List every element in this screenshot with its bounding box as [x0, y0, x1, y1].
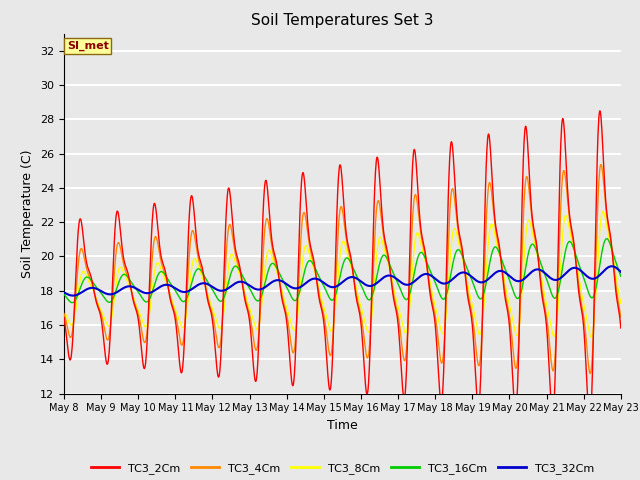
TC3_16Cm [603, 236, 611, 241]
TC3_8Cm [184, 300, 191, 305]
TC3_4Cm [429, 301, 436, 307]
TC3_32Cm [171, 285, 179, 291]
TC3_2Cm [184, 245, 191, 251]
Y-axis label: Soil Temperature (C): Soil Temperature (C) [22, 149, 35, 278]
Line: TC3_2Cm: TC3_2Cm [64, 111, 621, 420]
TC3_2Cm [60, 315, 68, 321]
TC3_2Cm [551, 388, 559, 394]
TC3_32Cm [502, 270, 509, 276]
TC3_4Cm [551, 359, 559, 365]
TC3_32Cm [60, 289, 68, 295]
Line: TC3_16Cm: TC3_16Cm [64, 239, 621, 303]
TC3_4Cm [170, 308, 178, 313]
TC3_2Cm [429, 305, 436, 311]
TC3_32Cm [617, 269, 625, 275]
Title: Soil Temperatures Set 3: Soil Temperatures Set 3 [251, 13, 434, 28]
TC3_16Cm [246, 287, 254, 293]
TC3_8Cm [617, 300, 625, 306]
TC3_32Cm [246, 283, 254, 289]
TC3_16Cm [617, 274, 625, 279]
TC3_2Cm [502, 297, 509, 303]
TC3_4Cm [246, 314, 254, 320]
X-axis label: Time: Time [327, 419, 358, 432]
TC3_16Cm [429, 275, 437, 280]
TC3_32Cm [608, 264, 616, 269]
TC3_8Cm [551, 333, 559, 339]
TC3_16Cm [502, 268, 509, 274]
TC3_4Cm [617, 314, 625, 320]
TC3_4Cm [184, 276, 191, 281]
TC3_2Cm [170, 311, 178, 317]
TC3_2Cm [246, 323, 254, 329]
TC3_8Cm [587, 334, 595, 340]
Legend: TC3_2Cm, TC3_4Cm, TC3_8Cm, TC3_16Cm, TC3_32Cm: TC3_2Cm, TC3_4Cm, TC3_8Cm, TC3_16Cm, TC3… [86, 458, 598, 478]
TC3_4Cm [60, 311, 68, 316]
TC3_8Cm [599, 208, 607, 214]
TC3_8Cm [60, 308, 68, 314]
TC3_32Cm [184, 288, 192, 294]
TC3_8Cm [429, 293, 436, 299]
Line: TC3_8Cm: TC3_8Cm [64, 211, 621, 337]
TC3_16Cm [171, 287, 179, 292]
TC3_2Cm [617, 325, 625, 331]
TC3_2Cm [586, 417, 594, 423]
TC3_4Cm [597, 162, 605, 168]
TC3_32Cm [551, 277, 559, 283]
TC3_8Cm [502, 283, 509, 289]
TC3_8Cm [170, 304, 178, 310]
TC3_16Cm [60, 291, 68, 297]
TC3_16Cm [184, 292, 192, 298]
Line: TC3_4Cm: TC3_4Cm [64, 165, 621, 373]
TC3_2Cm [596, 108, 604, 114]
TC3_8Cm [246, 307, 254, 313]
TC3_32Cm [429, 274, 437, 280]
TC3_4Cm [586, 371, 594, 376]
TC3_16Cm [551, 295, 559, 301]
TC3_32Cm [69, 293, 77, 299]
Line: TC3_32Cm: TC3_32Cm [64, 266, 621, 296]
TC3_4Cm [502, 292, 509, 298]
TC3_16Cm [68, 300, 76, 306]
Text: SI_met: SI_met [67, 41, 109, 51]
